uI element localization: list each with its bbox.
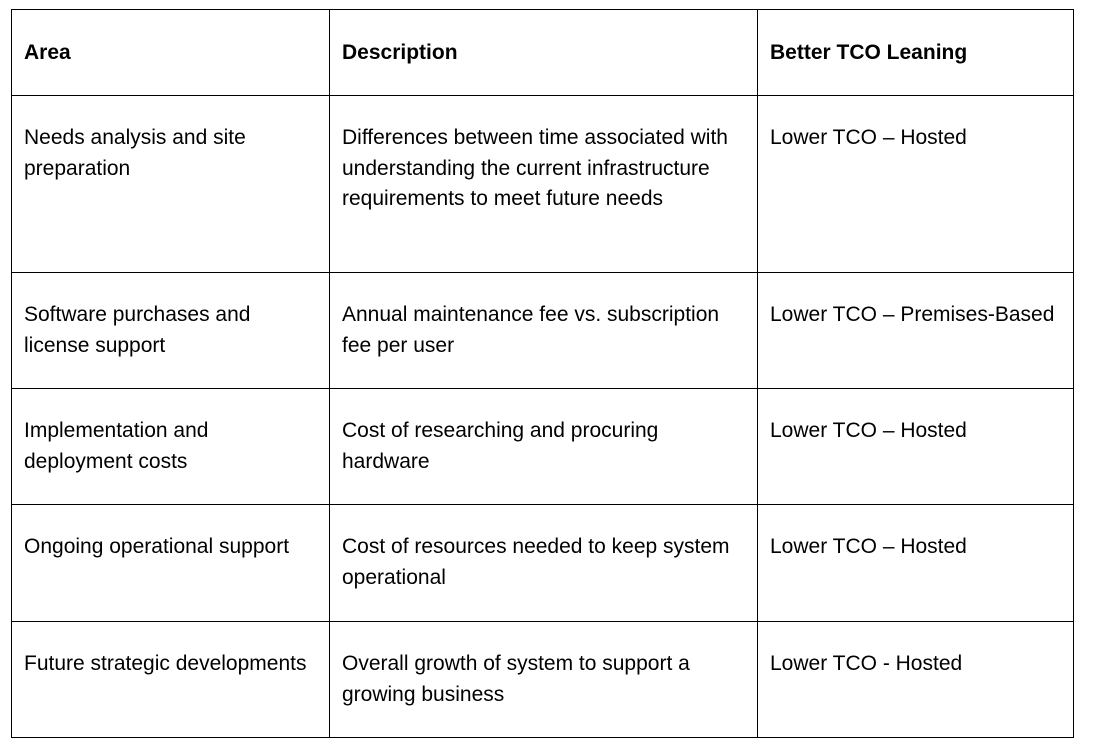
cell-leaning: Lower TCO – Hosted <box>757 504 1074 622</box>
cell-area: Future strategic developments <box>11 621 330 738</box>
header-leaning: Better TCO Leaning <box>757 9 1074 96</box>
table-row: Implementation and deployment costs Cost… <box>11 388 1074 505</box>
cell-area: Needs analysis and site preparation <box>11 95 330 273</box>
table-row: Software purchases and license support A… <box>11 272 1074 389</box>
cell-area: Software purchases and license support <box>11 272 330 389</box>
header-area: Area <box>11 9 330 96</box>
table-row: Future strategic developments Overall gr… <box>11 621 1074 738</box>
cell-leaning: Lower TCO – Hosted <box>757 95 1074 273</box>
table-row: Ongoing operational support Cost of reso… <box>11 504 1074 622</box>
table-row: Needs analysis and site preparation Diff… <box>11 95 1074 273</box>
cell-description: Cost of researching and procuring hardwa… <box>329 388 758 505</box>
cell-description: Annual maintenance fee vs. subscription … <box>329 272 758 389</box>
cell-leaning: Lower TCO – Hosted <box>757 388 1074 505</box>
tco-comparison-table: Area Description Better TCO Leaning Need… <box>11 9 1074 738</box>
cell-area: Ongoing operational support <box>11 504 330 622</box>
cell-description: Differences between time associated with… <box>329 95 758 273</box>
cell-area: Implementation and deployment costs <box>11 388 330 505</box>
cell-leaning: Lower TCO – Premises-Based <box>757 272 1074 389</box>
cell-leaning: Lower TCO - Hosted <box>757 621 1074 738</box>
cell-description: Cost of resources needed to keep system … <box>329 504 758 622</box>
cell-description: Overall growth of system to support a gr… <box>329 621 758 738</box>
header-description: Description <box>329 9 758 96</box>
table-header-row: Area Description Better TCO Leaning <box>11 9 1074 96</box>
